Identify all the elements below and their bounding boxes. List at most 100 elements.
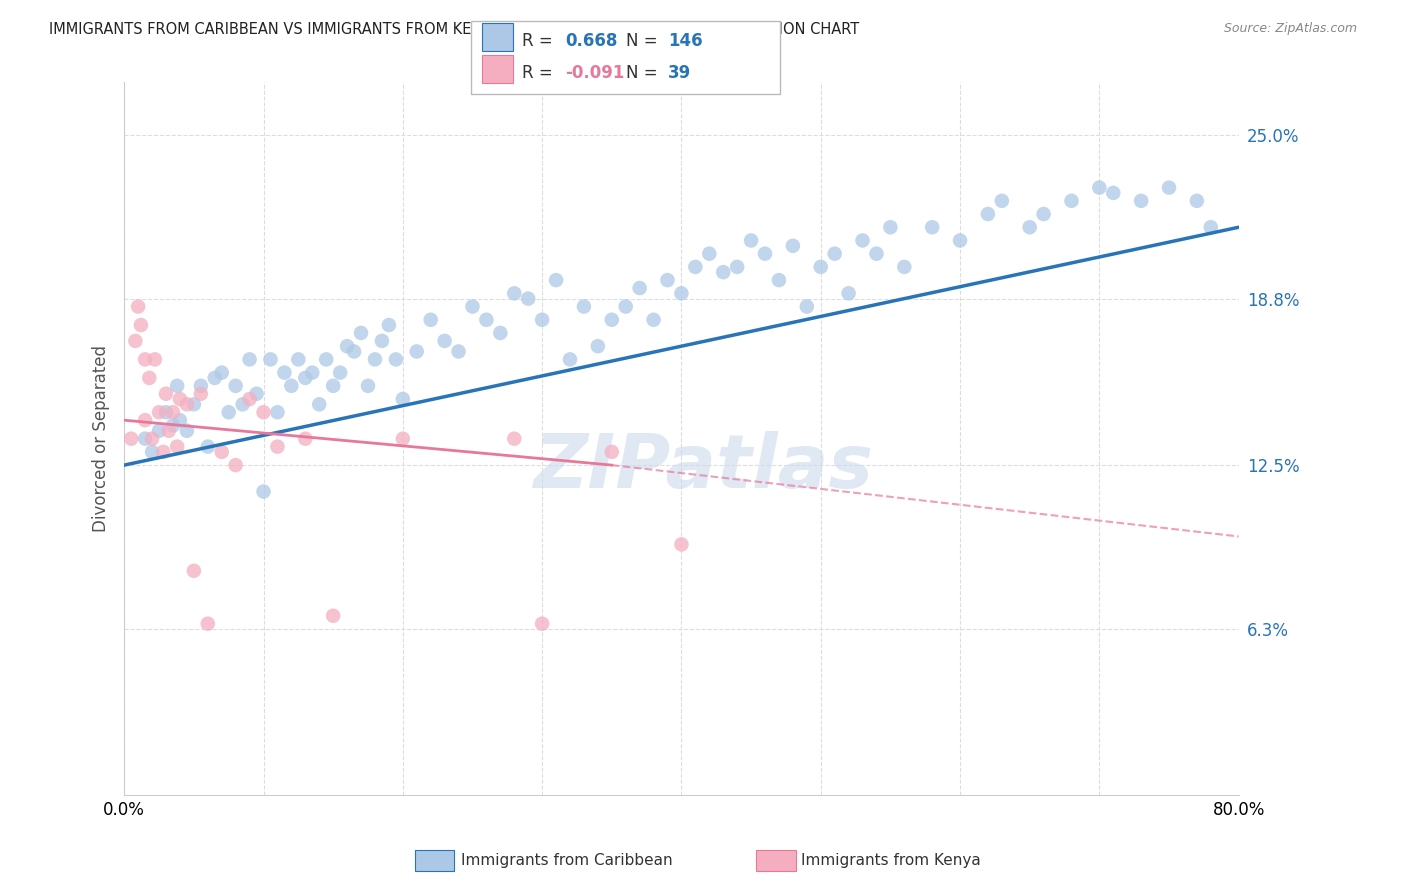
Point (190, 386, 212, 401)
Point (1102, 186, 1125, 200)
Point (711, 265, 734, 279)
Point (879, 220, 901, 235)
Point (166, 440, 188, 454)
Point (322, 608, 344, 623)
Point (671, 537, 693, 551)
Point (134, 432, 156, 446)
Point (1060, 194, 1083, 208)
Point (134, 413, 156, 427)
Text: ZIPatlas: ZIPatlas (534, 431, 873, 504)
Text: N =: N = (626, 64, 662, 82)
Point (138, 371, 160, 385)
Point (294, 432, 316, 446)
Point (385, 352, 408, 367)
Point (671, 286, 693, 301)
Point (183, 397, 205, 411)
Text: R =: R = (522, 64, 558, 82)
Point (782, 239, 804, 253)
Point (152, 445, 174, 459)
Point (378, 318, 401, 332)
Point (600, 312, 623, 326)
Text: Immigrants from Caribbean: Immigrants from Caribbean (461, 854, 673, 868)
Point (169, 392, 191, 406)
Point (1032, 207, 1054, 221)
Text: 146: 146 (668, 32, 703, 50)
Point (176, 397, 198, 411)
Y-axis label: Divorced or Separated: Divorced or Separated (93, 345, 110, 533)
Point (977, 207, 1000, 221)
Point (134, 352, 156, 367)
Point (211, 366, 233, 380)
Point (586, 339, 609, 353)
Point (259, 352, 281, 367)
Point (301, 366, 323, 380)
Point (162, 405, 184, 419)
Point (350, 326, 373, 340)
Text: Immigrants from Kenya: Immigrants from Kenya (801, 854, 981, 868)
Point (155, 405, 177, 419)
Point (197, 440, 219, 454)
Point (461, 300, 484, 314)
Point (1157, 180, 1180, 194)
Point (824, 246, 846, 260)
Point (141, 432, 163, 446)
Point (218, 405, 240, 419)
Point (148, 405, 170, 419)
Point (754, 246, 776, 260)
Point (127, 300, 149, 314)
Point (614, 300, 637, 314)
Point (225, 379, 247, 393)
Point (1185, 194, 1208, 208)
Point (315, 352, 337, 367)
Point (204, 371, 226, 385)
Point (419, 312, 441, 326)
Point (266, 405, 288, 419)
Point (266, 440, 288, 454)
Text: R =: R = (522, 32, 558, 50)
Point (851, 234, 873, 248)
Point (531, 616, 554, 631)
Point (197, 616, 219, 631)
Point (239, 352, 262, 367)
Text: N =: N = (626, 32, 662, 50)
Text: -0.091: -0.091 (565, 64, 624, 82)
Point (558, 352, 581, 367)
Point (405, 344, 427, 359)
Point (329, 366, 352, 380)
Point (190, 379, 212, 393)
Point (517, 292, 540, 306)
Point (166, 379, 188, 393)
Point (157, 424, 180, 438)
Text: Source: ZipAtlas.com: Source: ZipAtlas.com (1223, 22, 1357, 36)
Text: 0.668: 0.668 (565, 32, 617, 50)
Point (725, 260, 748, 274)
Point (1088, 180, 1111, 194)
Point (433, 334, 456, 348)
Point (768, 273, 790, 287)
Point (357, 379, 380, 393)
Point (600, 445, 623, 459)
Point (544, 273, 567, 287)
Text: IMMIGRANTS FROM CARIBBEAN VS IMMIGRANTS FROM KENYA DIVORCED OR SEPARATED CORRELA: IMMIGRANTS FROM CARIBBEAN VS IMMIGRANTS … (49, 22, 859, 37)
Point (685, 260, 707, 274)
Point (531, 312, 554, 326)
Point (1199, 220, 1222, 235)
Point (628, 281, 651, 295)
Point (225, 458, 247, 472)
Point (120, 432, 142, 446)
Point (343, 344, 366, 359)
Point (176, 424, 198, 438)
Point (245, 386, 267, 401)
Point (322, 379, 344, 393)
Point (1018, 220, 1040, 235)
Point (280, 379, 302, 393)
Point (838, 286, 860, 301)
Point (287, 352, 309, 367)
Point (162, 418, 184, 433)
Point (294, 371, 316, 385)
Point (865, 246, 887, 260)
Point (239, 392, 262, 406)
Point (232, 397, 254, 411)
Point (143, 352, 166, 367)
Point (336, 339, 359, 353)
